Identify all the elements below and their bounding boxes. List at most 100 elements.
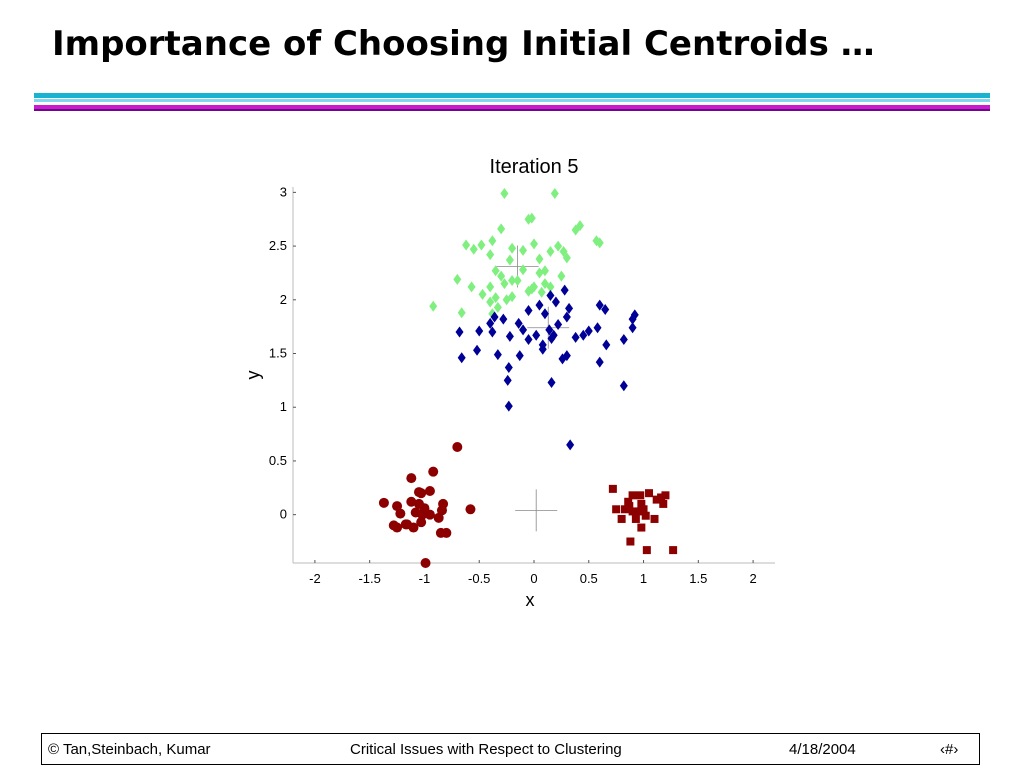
data-point: [535, 267, 544, 279]
data-point: [424, 486, 435, 497]
x-tick-label: 0: [530, 571, 537, 586]
data-point: [486, 296, 495, 308]
x-tick-label: 2: [749, 571, 756, 586]
data-point: [576, 220, 585, 232]
data-point: [637, 523, 646, 532]
slide-title: Importance of Choosing Initial Centroids…: [52, 24, 875, 64]
data-point: [595, 237, 604, 249]
data-point: [626, 537, 635, 546]
data-point: [420, 558, 431, 568]
data-point: [554, 240, 563, 252]
data-point: [475, 325, 484, 337]
data-point: [500, 278, 509, 290]
data-point: [669, 546, 678, 555]
data-point: [657, 493, 666, 502]
data-point: [560, 284, 569, 296]
data-point: [538, 343, 547, 355]
title-rule-cyan: [34, 93, 990, 98]
title-rule-light-cyan: [34, 99, 990, 102]
data-point: [565, 302, 574, 314]
data-point: [424, 509, 435, 520]
x-tick-label: -1.5: [358, 571, 380, 586]
y-tick-label: 0.5: [269, 453, 287, 468]
data-point: [619, 334, 628, 346]
x-axis-label: x: [526, 590, 535, 610]
data-point: [519, 244, 528, 256]
footer-date: 4/18/2004: [789, 741, 856, 758]
data-point: [559, 245, 568, 257]
data-point: [465, 504, 476, 515]
data-point: [469, 243, 478, 255]
data-point: [562, 350, 571, 362]
data-point: [486, 317, 495, 329]
data-point: [602, 339, 611, 351]
x-tick-label: 1: [640, 571, 647, 586]
data-point: [452, 441, 463, 452]
plot-area: -2 -1.5 -1 -0.5 0 0.5 1 1.5 2 0 0.5 1 1.5 2 2.5 3: [269, 184, 775, 586]
data-point: [524, 334, 533, 346]
data-point: [636, 491, 645, 500]
data-point: [504, 400, 513, 412]
footer-authors: © Tan,Steinbach, Kumar: [48, 741, 211, 758]
data-point: [549, 329, 558, 341]
data-point: [641, 511, 650, 520]
data-point: [557, 270, 566, 282]
data-point: [417, 509, 428, 520]
data-point: [453, 273, 462, 285]
y-tick-label: 1.5: [269, 346, 287, 361]
data-point: [488, 308, 497, 320]
y-tick-label: 3: [280, 184, 287, 199]
data-point: [490, 311, 499, 323]
slide-footer: © Tan,Steinbach, Kumar Critical Issues w…: [41, 733, 980, 765]
data-point: [639, 505, 648, 514]
data-point: [428, 466, 439, 477]
data-point: [612, 505, 621, 514]
data-point: [478, 288, 487, 300]
data-point: [378, 497, 389, 508]
data-point: [500, 187, 509, 199]
data-point: [571, 331, 580, 343]
data-point: [537, 286, 546, 298]
y-tick-label: 2.5: [269, 238, 287, 253]
data-point: [546, 290, 555, 302]
data-point: [554, 319, 563, 331]
data-point: [527, 212, 536, 224]
data-point: [628, 491, 637, 500]
data-point: [392, 522, 403, 533]
data-point: [628, 313, 637, 325]
data-point: [551, 296, 560, 308]
x-tick-label: 1.5: [689, 571, 707, 586]
data-point: [624, 497, 633, 506]
data-point: [513, 274, 522, 286]
data-point: [497, 270, 506, 282]
data-point: [467, 281, 476, 293]
title-rule-purple: [34, 109, 990, 111]
data-point: [601, 303, 610, 315]
data-point: [457, 352, 466, 364]
data-point: [486, 249, 495, 261]
data-point: [595, 356, 604, 368]
data-point: [540, 308, 549, 320]
data-point: [508, 274, 517, 286]
title-rule-magenta: [34, 105, 990, 109]
data-point: [493, 301, 502, 313]
data-point: [477, 239, 486, 251]
data-point: [395, 508, 406, 519]
data-point: [566, 439, 575, 451]
data-point: [545, 324, 554, 336]
data-point: [535, 253, 544, 265]
data-point: [514, 317, 523, 329]
data-point: [416, 488, 427, 499]
footer-page-number: ‹#›: [940, 741, 959, 758]
data-point: [503, 374, 512, 386]
x-tick-label: -1: [419, 571, 431, 586]
x-tick-label: -0.5: [468, 571, 490, 586]
data-point: [497, 223, 506, 235]
data-point: [562, 311, 571, 323]
data-point: [504, 361, 513, 373]
data-point: [617, 514, 626, 523]
data-point: [491, 292, 500, 304]
data-point: [532, 329, 541, 341]
data-point: [416, 517, 427, 528]
data-point: [628, 507, 637, 516]
